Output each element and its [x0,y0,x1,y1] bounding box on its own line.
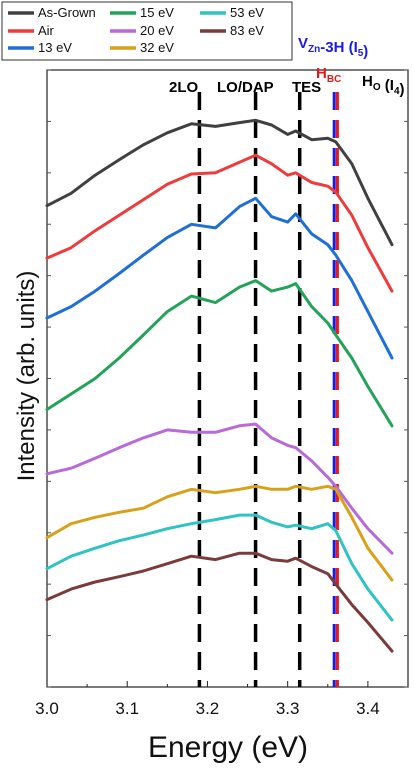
legend-label-7: 53 eV [230,5,264,20]
x-tick-label: 3.0 [35,699,59,718]
series-line-4 [45,279,394,428]
series-line-8 [45,551,394,653]
legend: As-Grown Air 13 eV 15 eV 20 eV 32 eV 53 eV 83 e… [1,1,293,61]
series-line-3 [45,196,394,360]
legend-label-1: As-Grown [38,5,96,20]
x-tick-label: 3.2 [196,699,220,718]
x-axis-label: Energy (eV) [148,731,308,764]
series-line-6 [45,484,394,582]
annotation-lodap: LO/DAP [217,79,274,96]
legend-label-6: 32 eV [140,40,174,55]
annotation-vzn: VZn-3H (I5) [298,35,368,60]
series-line-5 [45,422,394,555]
x-tick-label: 3.4 [356,699,380,718]
legend-frame [1,1,293,61]
y-axis-label: Intensity (arb. units) [13,271,40,482]
annotation-ho: HO (I4) [362,73,405,98]
legend-label-2: Air [38,23,55,38]
annotation-tes: TES [292,79,321,96]
annotation-2lo: 2LO [169,79,199,96]
annotation-hbc: HBC [316,65,341,85]
series-line-2 [45,153,394,293]
series-line-7 [45,513,394,622]
legend-label-5: 20 eV [140,23,174,38]
series-line-1 [45,118,394,247]
legend-label-8: 83 eV [230,23,264,38]
plot-area [46,69,409,688]
legend-label-3: 13 eV [38,40,72,55]
legend-label-4: 15 eV [140,5,174,20]
x-tick-label: 3.3 [276,699,300,718]
x-tick-label: 3.1 [115,699,139,718]
